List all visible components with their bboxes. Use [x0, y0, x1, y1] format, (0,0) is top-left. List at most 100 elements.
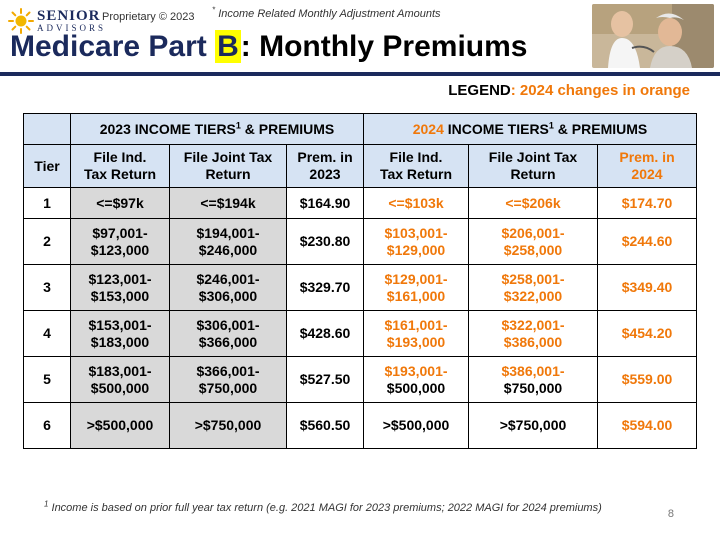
header-corner-cell	[23, 113, 71, 145]
joint-2023-cell-line: $246,001-	[196, 270, 260, 287]
joint-2024-cell: $322,001- $386,000	[468, 310, 598, 357]
joint-2023-cell: <=$194k	[169, 187, 287, 219]
ind-2024-cell-line: $161,000	[386, 287, 446, 304]
ind-2023-cell: <=$97k	[70, 187, 170, 219]
header-prem-2024: Prem. in 2024	[597, 144, 697, 188]
title-part1: Medicare Part	[10, 30, 216, 63]
header-group-2023: 2023 INCOME TIERS1 & PREMIUMS	[70, 113, 364, 145]
legend-text: : 2024 changes in orange	[510, 82, 690, 99]
ind-2024-cell-line: $500,000	[386, 379, 446, 396]
group-2024-sup: 1	[548, 119, 554, 130]
ind-2024-cell-line: $129,000	[386, 241, 446, 258]
doctor-patient-photo	[592, 4, 714, 68]
ind-2023-cell: $123,001- $153,000	[70, 264, 170, 311]
ind-2024-cell: >$500,000	[363, 402, 469, 449]
header-joint-2023-l1: File Joint Tax	[183, 149, 273, 165]
bottom-footnote-text: Income is based on prior full year tax r…	[48, 502, 602, 514]
table-header-group-row: 2023 INCOME TIERS1 & PREMIUMS 2024 INCOM…	[23, 113, 697, 145]
ind-2023-cell-line: >$500,000	[86, 417, 154, 433]
group-2024-text: INCOME TIERS	[443, 120, 549, 137]
header-tier: Tier	[23, 144, 71, 188]
joint-2024-cell-line: $386,001-	[501, 362, 565, 379]
title-highlight: B	[215, 30, 241, 63]
joint-2024-cell-line: $258,001-	[501, 270, 565, 287]
joint-2024-cell: $386,001- $750,000	[468, 356, 598, 403]
table-row: 3 $123,001- $153,000 $246,001- $306,000 $329.…	[23, 264, 697, 311]
joint-2023-cell-line: $306,001-	[196, 316, 260, 333]
header-ind-2024-l2: Tax Return	[379, 166, 453, 182]
header-prem-2023: Prem. in 2023	[286, 144, 364, 188]
ind-2024-cell: $193,001- $500,000	[363, 356, 469, 403]
prem-2023-cell: $560.50	[286, 402, 364, 449]
prem-2024-cell: $174.70	[597, 187, 697, 219]
header-ind-2024: File Ind. Tax Return	[363, 144, 469, 188]
header-joint-2024: File Joint Tax Return	[468, 144, 598, 188]
ind-2024-cell-line: $129,001-	[384, 270, 448, 287]
joint-2023-cell-line: <=$194k	[200, 194, 256, 211]
joint-2024-cell-line: $386,000	[503, 333, 563, 350]
joint-2024-cell: $258,001- $322,000	[468, 264, 598, 311]
ind-2024-cell-line: >$500,000	[382, 417, 450, 433]
prem-2023-cell: $230.80	[286, 218, 364, 265]
joint-2023-cell: $306,001- $366,000	[169, 310, 287, 357]
table-row: 5 $183,001- $500,000 $366,001- $750,000 $527.…	[23, 356, 697, 403]
header-ind-2023-l2: Tax Return	[83, 166, 157, 182]
header-joint-2023-l2: Return	[205, 166, 251, 182]
table-row: 4 $153,001- $183,000 $306,001- $366,000 $428.…	[23, 310, 697, 357]
bottom-footnote: 1 Income is based on prior full year tax…	[44, 499, 602, 514]
header-group-2024: 2024 INCOME TIERS1 & PREMIUMS	[363, 113, 697, 145]
ind-2023-cell-line: $153,001-	[88, 316, 152, 333]
ind-2024-cell: $129,001- $161,000	[363, 264, 469, 311]
tier-cell: 3	[23, 264, 71, 311]
page-title: Medicare Part B: Monthly Premiums	[10, 30, 527, 64]
bottom-footnote-mark: 1	[44, 499, 49, 509]
ind-2024-cell: $103,001- $129,000	[363, 218, 469, 265]
joint-2024-cell-line: $206,001-	[501, 224, 565, 241]
sun-logo-icon	[8, 8, 34, 34]
joint-2024-cell: <=$206k	[468, 187, 598, 219]
ind-2023-cell-line: $123,000	[90, 241, 150, 258]
ind-2024-cell-line: $193,000	[386, 333, 446, 350]
joint-2024-cell-line: $258,000	[503, 241, 563, 258]
joint-2024-cell-line: $750,000	[503, 379, 563, 396]
prem-2024-cell: $559.00	[597, 356, 697, 403]
prem-2023-cell: $329.70	[286, 264, 364, 311]
header-ind-2023: File Ind. Tax Return	[70, 144, 170, 188]
header-joint-2024-l2: Return	[510, 166, 556, 182]
prem-2024-cell: $594.00	[597, 402, 697, 449]
legend: LEGEND: 2024 changes in orange	[448, 82, 690, 99]
ind-2024-cell-line: <=$103k	[388, 194, 444, 211]
joint-2023-cell: >$750,000	[169, 402, 287, 449]
premiums-table: 2023 INCOME TIERS1 & PREMIUMS 2024 INCOM…	[23, 113, 697, 449]
ind-2024-cell-line: $193,001-	[384, 362, 448, 379]
ind-2023-cell-line: $123,001-	[88, 270, 152, 287]
tier-cell: 6	[23, 402, 71, 449]
group-2023-text: 2023 INCOME TIERS	[99, 120, 236, 137]
logo-senior-text: SENIOR	[37, 8, 101, 24]
joint-2024-cell: $206,001- $258,000	[468, 218, 598, 265]
header-joint-2024-l1: File Joint Tax	[488, 149, 578, 165]
tier-cell: 5	[23, 356, 71, 403]
group-2023-tail: & PREMIUMS	[240, 120, 335, 137]
ind-2024-cell: <=$103k	[363, 187, 469, 219]
joint-2023-cell-line: $750,000	[198, 379, 258, 396]
ind-2024-cell-line: $103,001-	[384, 224, 448, 241]
group-2024-year: 2024	[412, 120, 444, 137]
header-ind-2024-l1: File Ind.	[389, 149, 443, 165]
joint-2023-cell-line: $366,000	[198, 333, 258, 350]
ind-2023-cell-line: <=$97k	[96, 194, 144, 211]
ind-2023-cell: $153,001- $183,000	[70, 310, 170, 357]
joint-2024-cell-line: <=$206k	[505, 194, 561, 211]
top-footnote-mark: *	[212, 5, 216, 15]
header-prem-2024-l1: Prem. in	[619, 149, 675, 165]
prem-2024-cell: $244.60	[597, 218, 697, 265]
page-number: 8	[667, 508, 674, 520]
prem-2023-cell: $428.60	[286, 310, 364, 357]
joint-2023-cell: $194,001- $246,000	[169, 218, 287, 265]
legend-label: LEGEND	[448, 82, 511, 99]
joint-2023-cell: $366,001- $750,000	[169, 356, 287, 403]
ind-2023-cell-line: $153,000	[90, 287, 150, 304]
joint-2023-cell-line: $246,000	[198, 241, 258, 258]
table-header-row: Tier File Ind. Tax Return File Joint Tax R…	[23, 144, 697, 188]
ind-2023-cell-line: $500,000	[90, 379, 150, 396]
